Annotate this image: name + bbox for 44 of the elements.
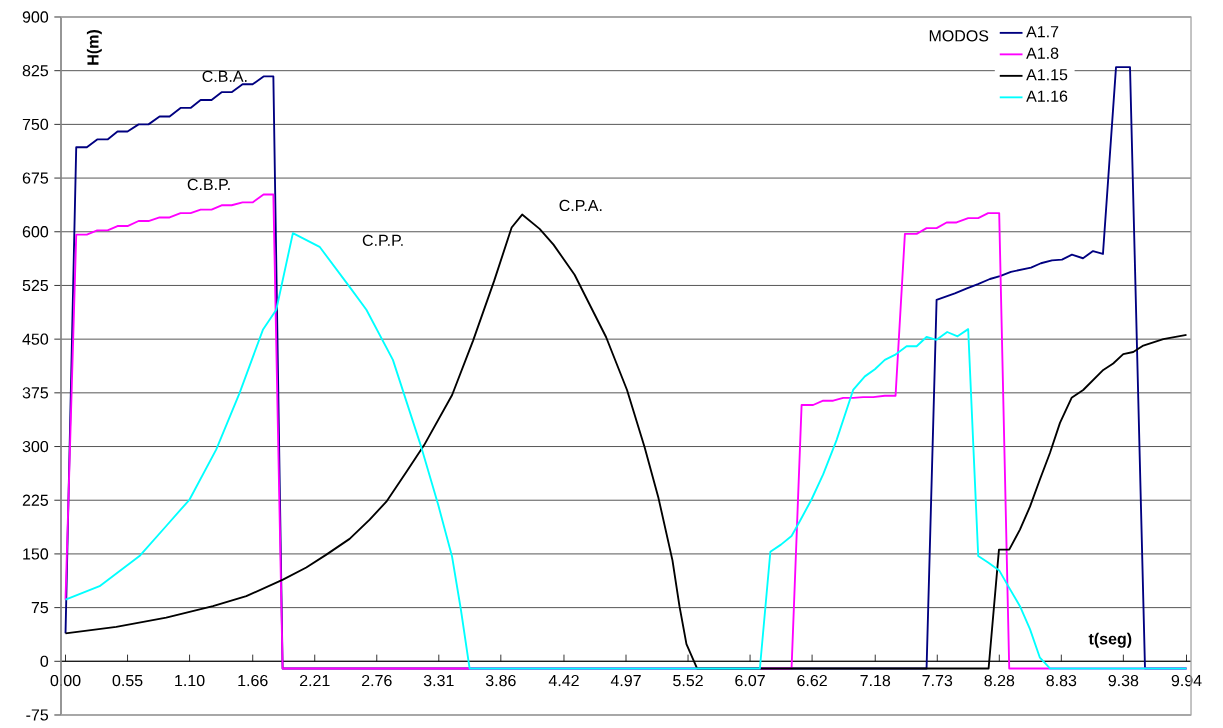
x-tick-label: 9.38 (1108, 674, 1139, 687)
y-tick-label: 375 (22, 387, 49, 399)
x-tick-label: 2.21 (299, 674, 330, 687)
x-tick-label: 3.31 (423, 674, 454, 687)
y-tick-label: 750 (22, 118, 49, 131)
y-tick-label: 825 (22, 65, 49, 77)
x-tick-label: 4.97 (610, 674, 641, 687)
legend-label: A1.7 (1026, 26, 1059, 38)
y-tick-label: 0 (40, 655, 49, 667)
x-tick-label: 8.28 (984, 674, 1015, 687)
annotation: C.B.P. (187, 178, 230, 191)
y-tick-label: 225 (22, 494, 49, 506)
x-tick-label: 9.94 (1171, 674, 1202, 687)
legend-label: A1.16 (1026, 90, 1068, 102)
x-tick-label: 4.42 (548, 674, 579, 687)
y-tick-label: 675 (22, 172, 49, 184)
y-tick-label: 900 (22, 11, 49, 23)
y-tick-label: 75 (31, 602, 49, 614)
annotation: C.B.A. (202, 70, 247, 82)
x-tick-label: 7.18 (860, 674, 891, 687)
legend-label: A1.15 (1026, 69, 1068, 81)
y-tick-label: 450 (22, 333, 49, 345)
x-tick-label: 1.10 (175, 674, 205, 687)
x-tick-label: 3.86 (485, 674, 516, 687)
legend-title: MODOS (929, 30, 989, 42)
x-tick-label: 0.00 (50, 674, 81, 687)
x-tick-label: 8.83 (1046, 674, 1077, 687)
x-tick-label: 6.62 (797, 674, 827, 687)
y-tick-label: 300 (22, 440, 49, 453)
legend-label: A1.8 (1026, 47, 1059, 59)
annotation: C.P.P. (362, 234, 403, 247)
y-tick-label: 525 (22, 279, 49, 292)
y-tick-label: 150 (23, 548, 49, 560)
x-axis-title: t(seg) (1088, 632, 1132, 648)
x-tick-label: 2.76 (362, 674, 392, 687)
y-axis-title: H(m) (86, 30, 102, 65)
x-tick-label: 5.52 (673, 674, 703, 687)
annotation: C.P.A. (559, 199, 602, 212)
x-tick-label: 1.66 (238, 674, 268, 687)
x-tick-label: 7.73 (922, 674, 953, 687)
y-tick-label: -75 (26, 709, 49, 721)
x-tick-label: 0.55 (112, 674, 143, 687)
x-tick-label: 6.07 (735, 674, 765, 687)
y-tick-label: 600 (22, 226, 49, 238)
